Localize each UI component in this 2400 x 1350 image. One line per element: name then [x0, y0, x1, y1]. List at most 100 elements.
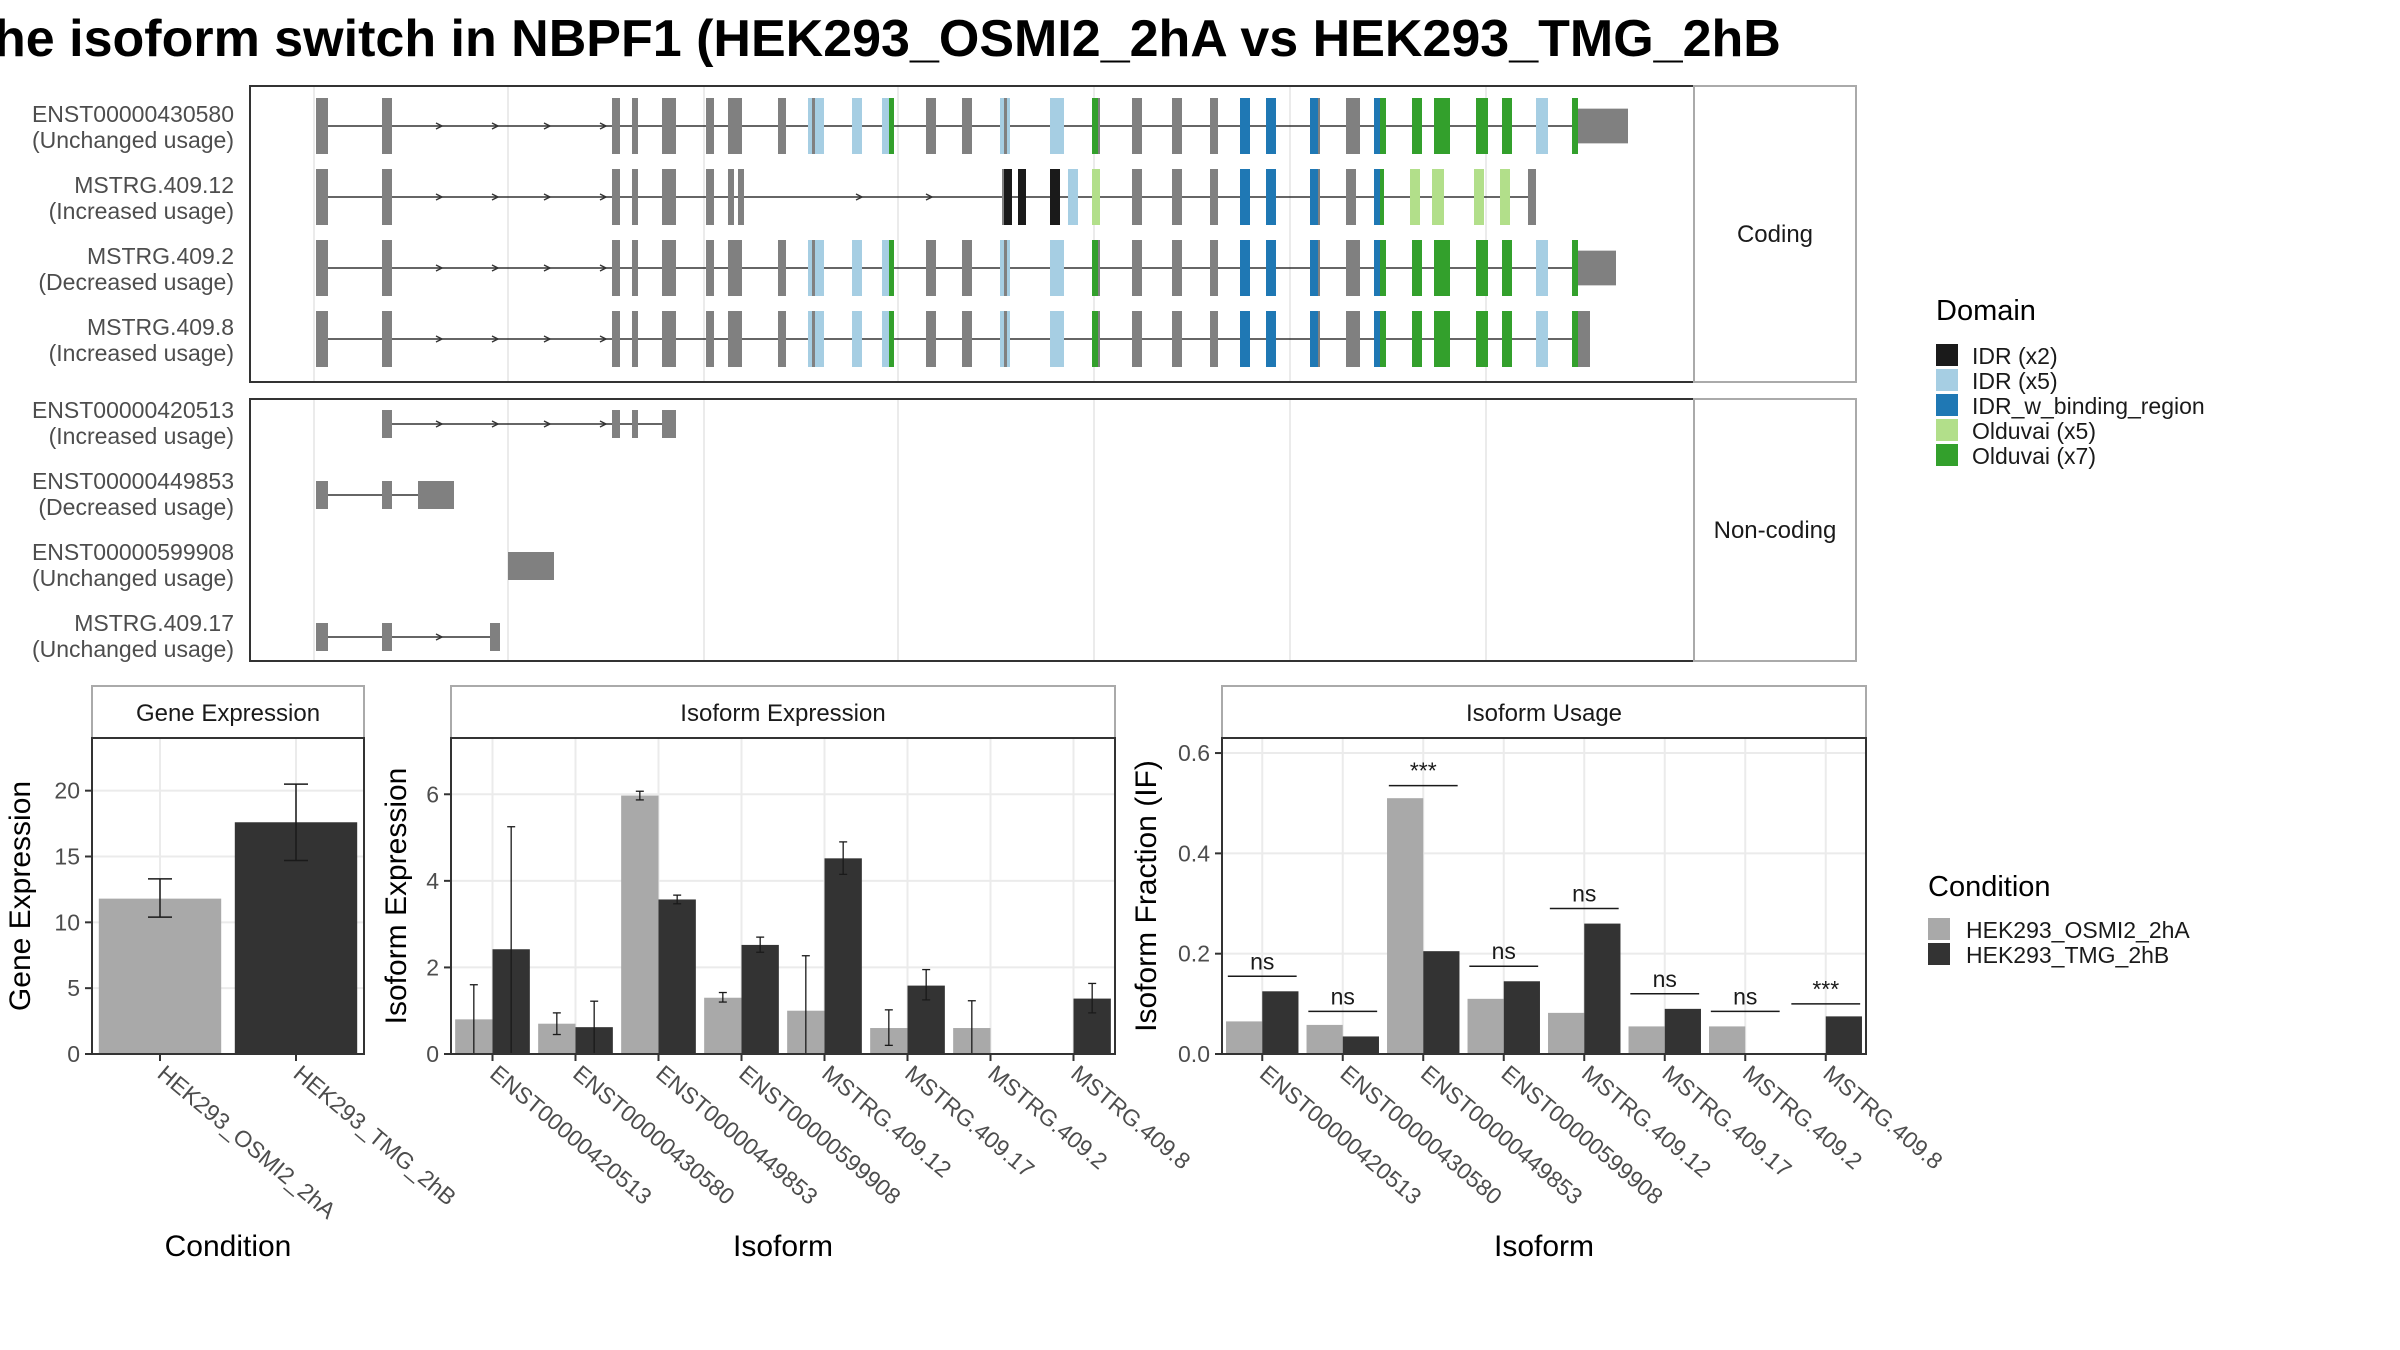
protein-domain [1266, 240, 1276, 296]
strand-arrow [543, 122, 552, 130]
significance-label: ns [1250, 948, 1274, 974]
strand-arrow [491, 193, 500, 201]
coding-strip [1693, 85, 1857, 383]
exon [926, 240, 936, 296]
exon [1578, 108, 1628, 144]
exon [316, 623, 328, 651]
exon [706, 240, 714, 296]
bar [1825, 1016, 1862, 1054]
significance-label: *** [1410, 758, 1437, 784]
protein-domain [1536, 98, 1548, 154]
legend-label: Olduvai (x7) [1972, 443, 2096, 469]
exon [728, 169, 734, 225]
strand-arrow [599, 335, 608, 343]
x-axis-title: Condition [165, 1230, 292, 1263]
plot-frame [91, 737, 365, 1055]
protein-domain [1310, 98, 1318, 154]
strand-arrow [599, 122, 608, 130]
strand-arrow [435, 633, 444, 641]
exon [962, 98, 972, 154]
exon [382, 623, 392, 651]
exon [1210, 311, 1218, 367]
y-tick-label: 2 [426, 954, 439, 980]
exon [1578, 311, 1590, 367]
exon [1172, 169, 1182, 225]
legend-label: HEK293_OSMI2_2hA [1966, 917, 2190, 943]
exon [316, 481, 328, 509]
exon [316, 311, 328, 367]
panel-strip [450, 685, 1116, 739]
exon [1578, 250, 1616, 286]
protein-domain [1000, 98, 1004, 154]
protein-domain [889, 98, 894, 154]
exon [612, 240, 620, 296]
protein-domain [1310, 240, 1318, 296]
strand-arrow [491, 335, 500, 343]
protein-domain [1092, 169, 1100, 225]
exon [1172, 240, 1182, 296]
significance-label: ns [1331, 983, 1355, 1009]
strand-arrow [491, 420, 500, 428]
legend-key-cond-b [1928, 943, 1950, 965]
exon [382, 481, 392, 509]
protein-domain [1050, 98, 1064, 154]
panel-strip-title: Isoform Usage [1466, 700, 1622, 727]
exon [662, 98, 676, 154]
protein-domain [1092, 240, 1098, 296]
protein-domain [1380, 240, 1386, 296]
strand-arrow [599, 193, 608, 201]
protein-domain [1310, 311, 1318, 367]
noncoding-row-labels: ENST00000420513 (Increased usage) ENST00… [32, 397, 234, 662]
protein-domain [1572, 98, 1578, 154]
bar [1503, 981, 1540, 1054]
legend-key-cond-a [1928, 918, 1950, 940]
exon [632, 410, 638, 438]
exon [508, 552, 554, 580]
bar [621, 795, 659, 1054]
exon [1346, 169, 1356, 225]
protein-domain [815, 311, 824, 367]
protein-domain [1502, 98, 1512, 154]
bar [1584, 923, 1621, 1054]
bar [741, 944, 779, 1054]
protein-domain [1380, 98, 1386, 154]
bar [1628, 1026, 1665, 1054]
bar [704, 997, 742, 1054]
exon [1528, 169, 1536, 225]
row-label-name: MSTRG.409.8 [87, 314, 234, 340]
panel-strip [91, 685, 365, 739]
noncoding-structure-panel: Non-coding ENST00000420513 (Increased us… [32, 397, 1857, 662]
exon [728, 240, 742, 296]
protein-domain [1000, 311, 1004, 367]
exon [662, 240, 676, 296]
protein-domain [1572, 311, 1578, 367]
y-tick-label: 0.6 [1178, 740, 1210, 766]
protein-domain [889, 311, 894, 367]
exon [316, 240, 328, 296]
protein-domain [1240, 311, 1250, 367]
row-label-usage: (Increased usage) [49, 340, 234, 366]
protein-domain [1536, 240, 1548, 296]
y-tick-label: 0 [67, 1041, 80, 1067]
exon [612, 410, 620, 438]
protein-domain [1007, 98, 1010, 154]
protein-domain [882, 311, 889, 367]
strand-arrow [543, 193, 552, 201]
exon [926, 311, 936, 367]
exon [418, 481, 454, 509]
legend-key-olduvai-x5 [1936, 419, 1958, 441]
exon [1000, 311, 1010, 367]
panel-strip [1221, 685, 1867, 739]
protein-domain [1068, 169, 1078, 225]
exon [728, 311, 742, 367]
protein-domain [1050, 169, 1060, 225]
row-label-usage: (Unchanged usage) [32, 127, 234, 153]
coding-transcripts [316, 98, 1628, 367]
protein-domain [852, 240, 862, 296]
protein-domain [1092, 98, 1098, 154]
row-label-usage: (Increased usage) [49, 198, 234, 224]
strand-arrow [543, 420, 552, 428]
protein-domain [1412, 311, 1422, 367]
strand-arrow [599, 264, 608, 272]
legend-label: IDR_w_binding_region [1972, 393, 2205, 419]
